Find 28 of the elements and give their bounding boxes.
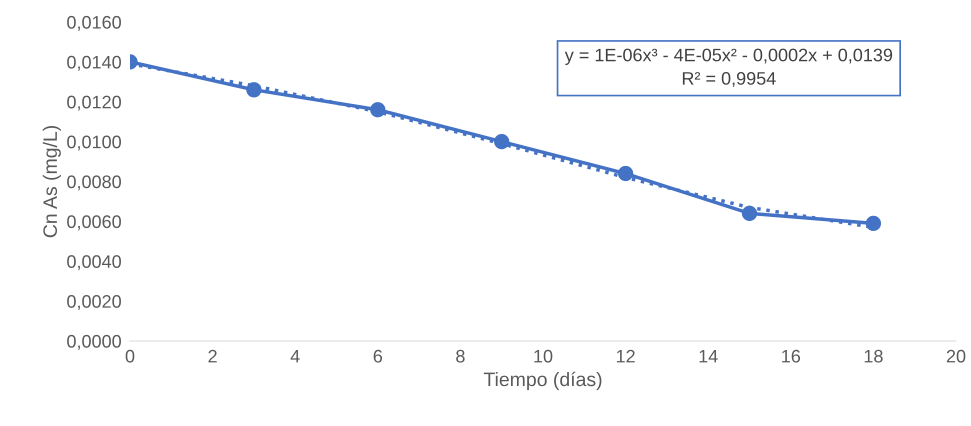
- y-tick-label: 0,0160: [67, 16, 121, 31]
- x-tick-label: 10: [534, 350, 552, 363]
- x-tick-label: 18: [864, 350, 883, 363]
- x-tick-label: 16: [782, 350, 800, 363]
- x-axis-title: Tiempo (días): [484, 372, 602, 390]
- annotation: y = 1E-06x³ - 4E-05x² - 0,0002x + 0,0139 R² = 0,9954: [564, 48, 892, 87]
- y-tick-label: 0,0040: [67, 255, 121, 270]
- x-tick-label: 2: [208, 350, 217, 362]
- y-tick-label: 0,0100: [67, 136, 121, 150]
- x-tick-label: 6: [374, 350, 382, 363]
- y-tick-label: 0,0120: [67, 96, 121, 111]
- y-tick-label: 0,0020: [67, 295, 121, 310]
- point: [494, 134, 510, 150]
- y-tick-label: 0,0060: [67, 215, 121, 230]
- y-axis-title: Cn As (mg/L): [42, 126, 61, 238]
- point: [866, 216, 882, 232]
- x-tick-label: 0: [126, 350, 134, 363]
- y-tick-label: 0,0000: [67, 334, 121, 350]
- point: [618, 166, 634, 182]
- x-tick-label: 4: [290, 350, 300, 362]
- y-tick-label: 0,0140: [67, 56, 121, 71]
- point: [370, 102, 386, 118]
- x-tick-label: 14: [700, 350, 718, 362]
- y-tick-label: 0,0080: [67, 175, 121, 190]
- x-tick-label: 12: [616, 350, 635, 362]
- point: [742, 206, 758, 222]
- x-tick-label: 20: [946, 350, 966, 363]
- x-tick-label: 8: [456, 350, 465, 363]
